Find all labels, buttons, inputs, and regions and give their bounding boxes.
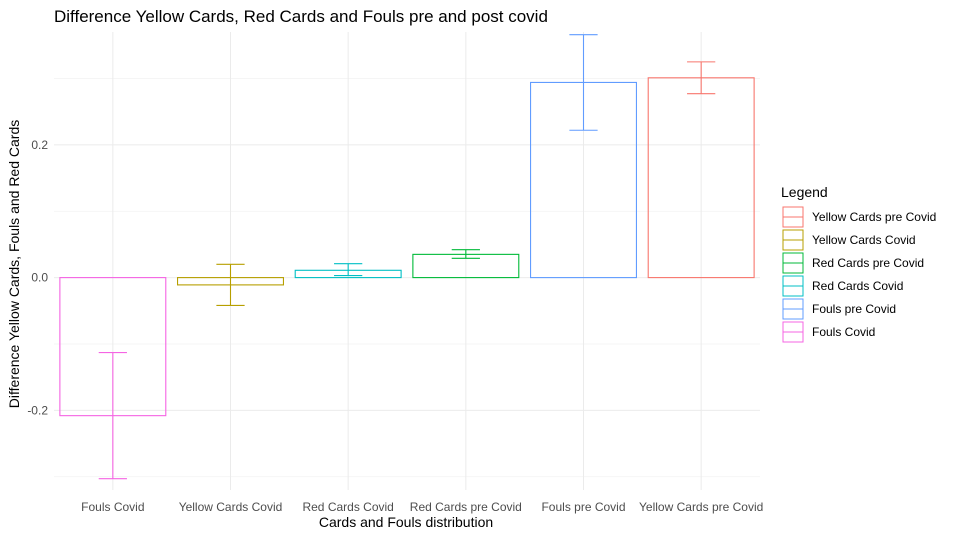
chart-title: Difference Yellow Cards, Red Cards and F…	[54, 7, 548, 26]
legend-key	[782, 229, 804, 251]
legend-key	[782, 275, 804, 297]
error-bar	[216, 263, 245, 307]
error-bar	[334, 263, 363, 277]
x-axis-title: Cards and Fouls distribution	[319, 514, 493, 530]
x-tick-label: Fouls Covid	[81, 500, 144, 514]
legend-label: Red Cards Covid	[812, 279, 903, 293]
y-tick-label: 0.0	[31, 271, 48, 285]
grid	[54, 32, 760, 490]
error-bar	[451, 249, 480, 259]
y-tick-labels: -0.2 0.0 0.2	[27, 138, 48, 418]
x-tick-label: Yellow Cards pre Covid	[639, 500, 763, 514]
x-tick-label: Yellow Cards Covid	[179, 500, 283, 514]
legend-title: Legend	[781, 184, 828, 200]
legend-label: Fouls pre Covid	[812, 302, 896, 316]
legend-label: Fouls Covid	[812, 325, 875, 339]
error-bar	[687, 61, 716, 95]
x-tick-labels: Fouls Covid Yellow Cards Covid Red Cards C…	[81, 500, 763, 514]
legend-label: Yellow Cards Covid	[812, 233, 916, 247]
legend-label: Red Cards pre Covid	[812, 256, 924, 270]
legend-key	[782, 321, 804, 343]
y-tick-label: -0.2	[27, 403, 48, 417]
legend-key	[782, 298, 804, 320]
legend-key	[782, 252, 804, 274]
bars	[59, 34, 755, 480]
error-bar	[569, 34, 598, 131]
x-tick-label: Red Cards Covid	[302, 500, 393, 514]
y-tick-label: 0.2	[31, 138, 48, 152]
legend: Legend Yellow Cards pre Covid Yellow Card…	[781, 184, 936, 343]
legend-key	[782, 206, 804, 228]
legend-label: Yellow Cards pre Covid	[812, 210, 936, 224]
y-axis-title: Difference Yellow Cards, Fouls and Red C…	[6, 120, 22, 408]
error-bar	[98, 352, 127, 480]
x-tick-label: Fouls pre Covid	[541, 500, 625, 514]
x-tick-label: Red Cards pre Covid	[410, 500, 522, 514]
